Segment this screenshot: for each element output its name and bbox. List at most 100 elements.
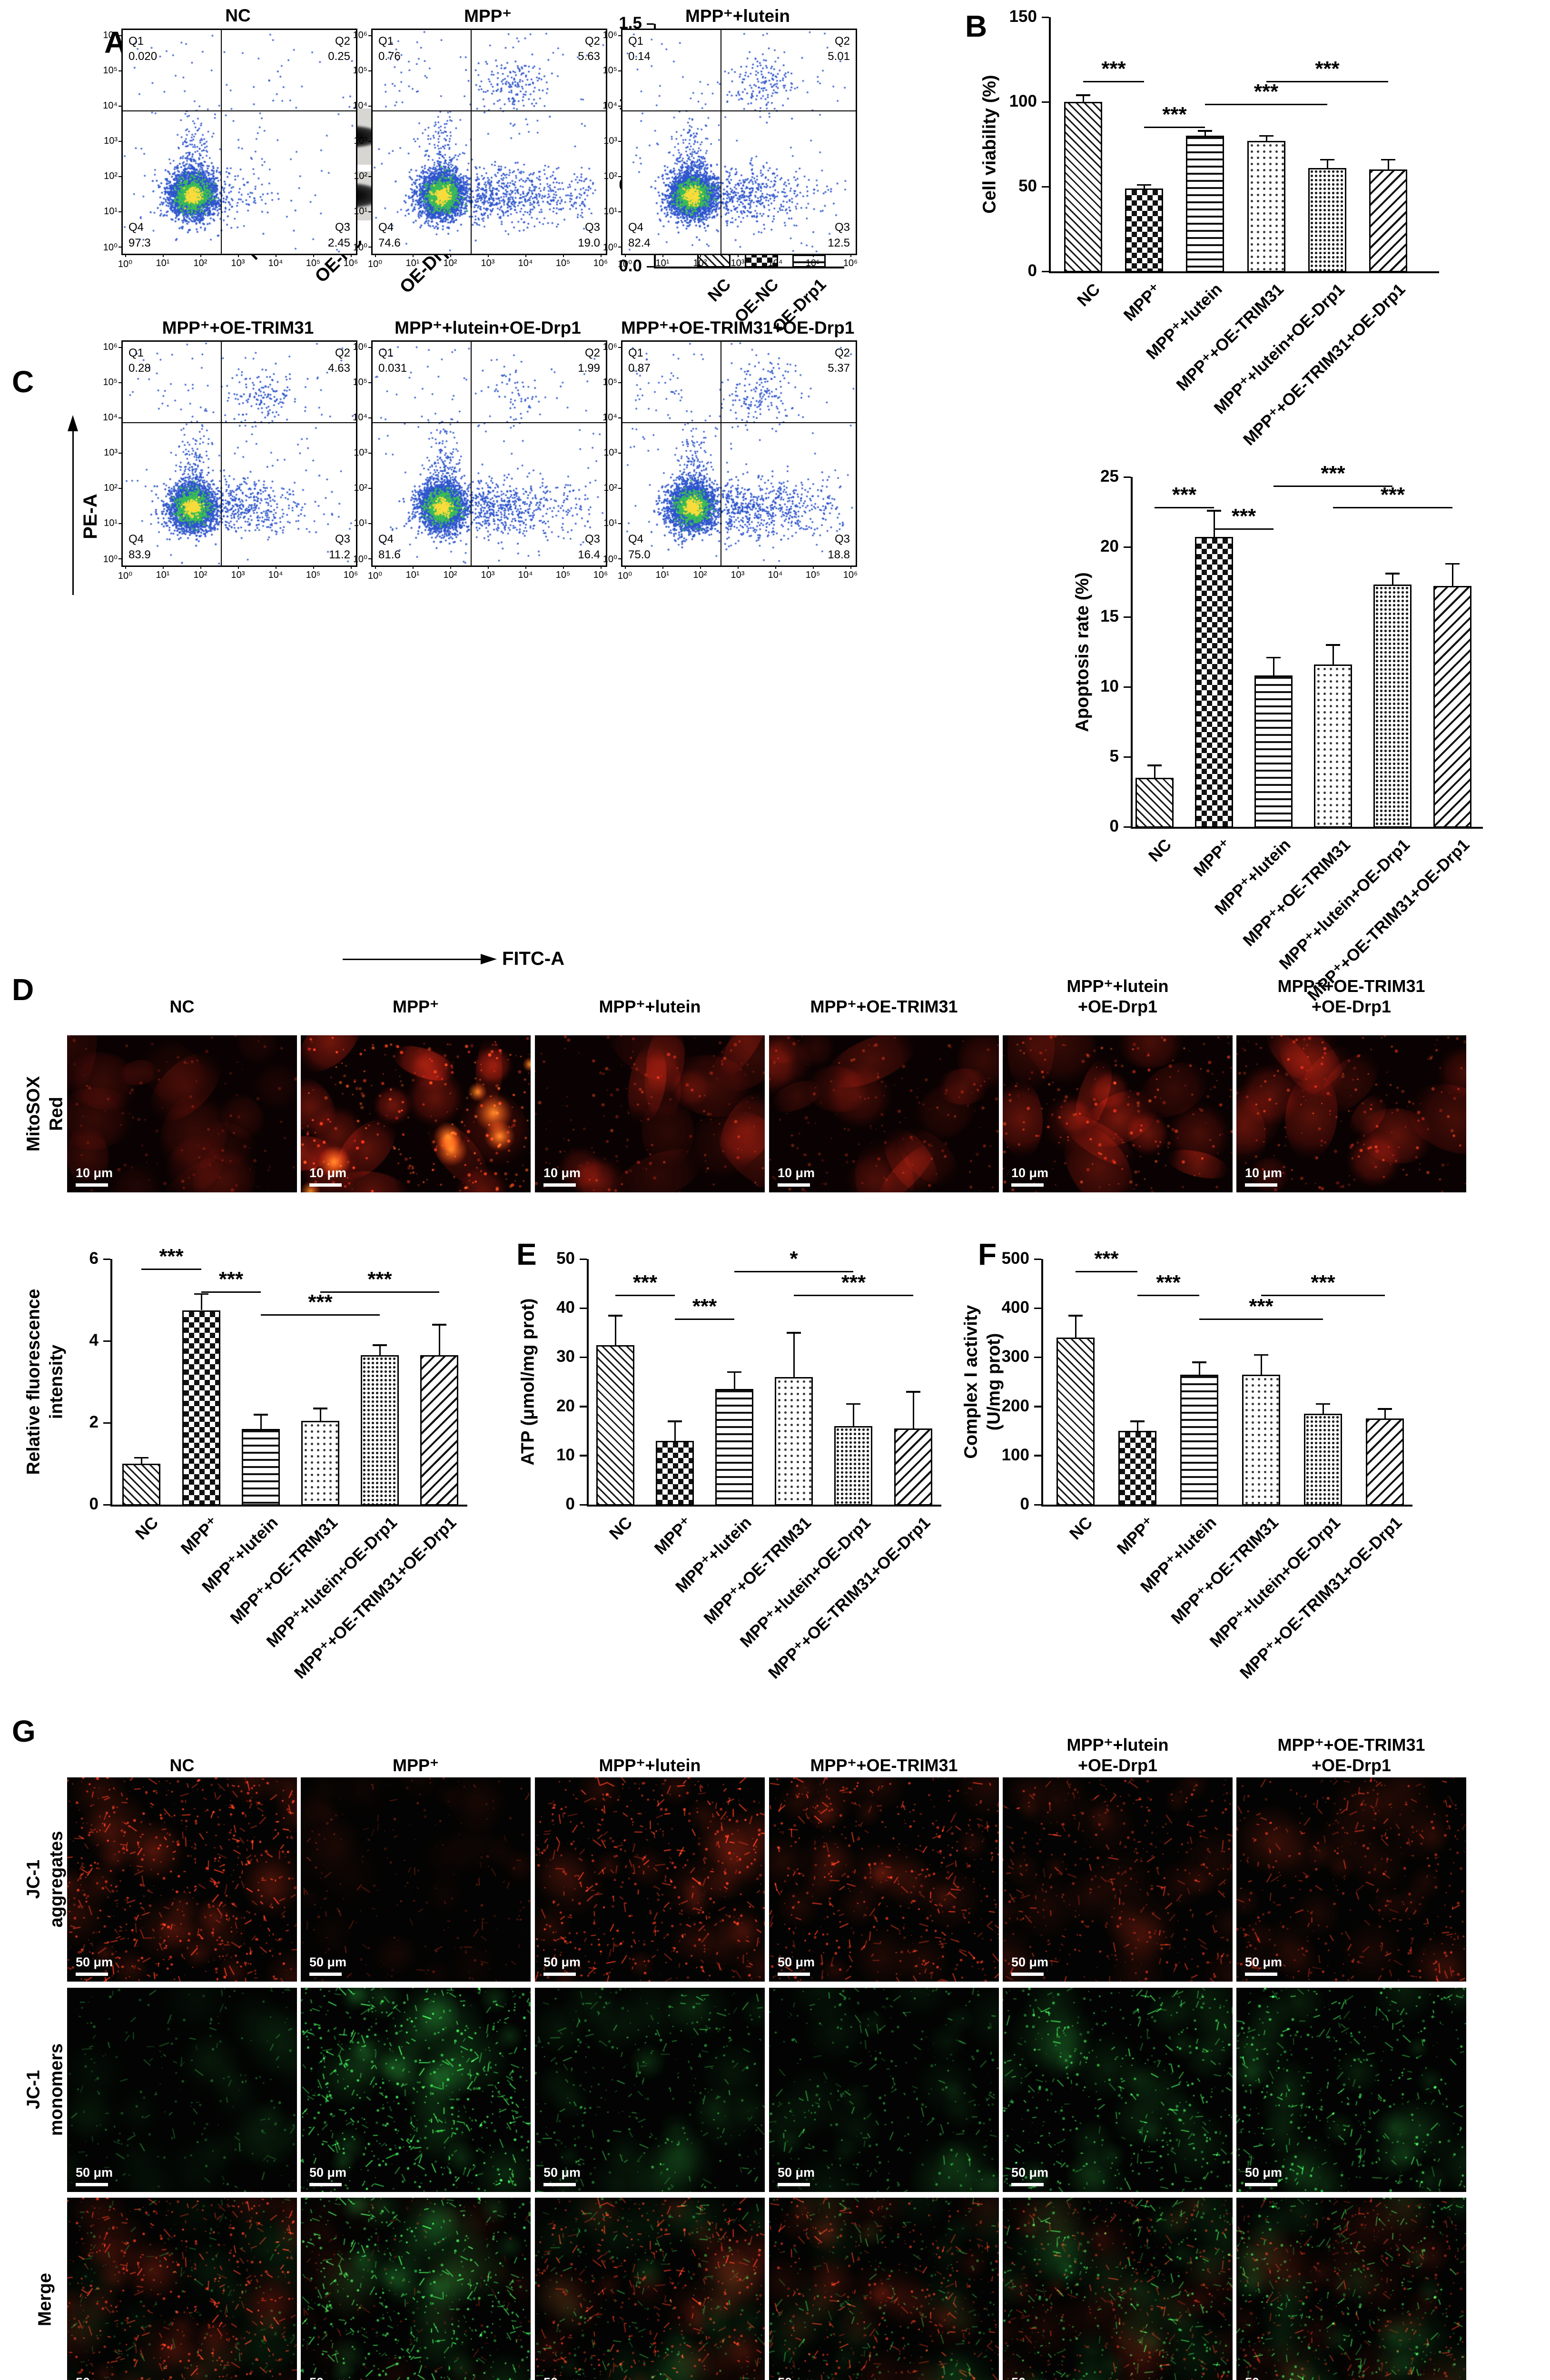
flow-x-tick — [850, 565, 851, 569]
bar — [1242, 1374, 1280, 1506]
flow-x-tick-label: 10² — [193, 258, 207, 268]
scale-bar: 50 μm — [543, 2165, 581, 2186]
error-bar-cap — [1259, 135, 1274, 137]
scale-bar-line — [1245, 1183, 1277, 1187]
chart-complex1-activity-y-axis-label: Complex I activity (U/mg prot) — [961, 1305, 1004, 1459]
error-bar — [614, 1315, 616, 1345]
flow-y-tick — [118, 176, 122, 177]
error-bar-cap — [1207, 510, 1221, 512]
scale-bar: 50 μm — [1011, 2165, 1048, 2186]
scale-bar-label: 10 μm — [543, 1166, 581, 1180]
error-bar-cap — [846, 1403, 860, 1405]
flow-y-tick-label: 10⁴ — [602, 412, 617, 423]
quadrant-q1-label: Q1 0.28 — [128, 347, 151, 375]
significance-line — [794, 1295, 913, 1296]
flow-y-tick — [118, 247, 122, 248]
flow-x-tick — [662, 565, 663, 569]
bar — [1195, 537, 1233, 828]
error-bar-cap — [1385, 573, 1400, 575]
y-tick — [103, 1504, 110, 1506]
y-tick — [103, 1340, 110, 1342]
significance-label: *** — [1172, 483, 1197, 506]
flow-y-tick — [618, 453, 622, 454]
scale-bar-label: 50 μm — [309, 2165, 347, 2180]
jc1-aggregates-micrograph-canvas — [67, 1777, 297, 1982]
y-tick-label: 2 — [89, 1413, 99, 1431]
significance-label: *** — [1101, 57, 1126, 80]
flow-y-tick-label: 10⁵ — [602, 65, 617, 76]
scale-bar-line — [309, 2183, 342, 2186]
y-tick-label: 0 — [1109, 817, 1119, 835]
y-axis — [1041, 1259, 1043, 1506]
y-tick — [1034, 1504, 1041, 1506]
y-tick-label: 150 — [1009, 7, 1037, 26]
y-tick — [1034, 1455, 1041, 1457]
y-tick — [1042, 101, 1049, 103]
scale-bar: 10 μm — [309, 1166, 346, 1187]
flow-x-tick-label: 10³ — [481, 258, 495, 268]
error-bar — [1273, 657, 1274, 676]
flow-y-tick-label: 10² — [104, 483, 118, 493]
quadrant-q2-label: Q2 1.99 — [578, 347, 600, 375]
scale-bar-line — [76, 2183, 108, 2186]
significance-label: *** — [1162, 103, 1187, 126]
y-tick-label: 15 — [1100, 607, 1119, 625]
flow-y-tick — [118, 453, 122, 454]
scale-bar: 50 μm — [76, 2165, 113, 2186]
flow-x-tick-label: 10² — [193, 570, 207, 580]
mitosox-column-header: MPP⁺+lutein +OE-Drp1 — [1066, 976, 1169, 1016]
error-bar — [793, 1332, 795, 1377]
error-bar — [733, 1372, 735, 1389]
flow-y-tick-label: 10³ — [354, 447, 367, 458]
flow-x-tick-label: 10² — [693, 258, 707, 268]
flow-y-tick-label: 10⁵ — [103, 377, 118, 387]
y-tick — [580, 1455, 587, 1457]
y-tick-label: 10 — [1100, 677, 1119, 695]
flow-x-tick — [125, 254, 126, 257]
chart-atp-y-axis-label: ATP (μmol/mg prot) — [518, 1298, 538, 1466]
y-tick-label: 200 — [1001, 1396, 1029, 1415]
scale-bar-label: 50 μm — [76, 2375, 113, 2380]
flow-x-tick-label: 10⁶ — [343, 258, 358, 268]
jc1-aggregates-image: 50 μm — [535, 1777, 765, 1982]
x-category-label: MPP⁺ — [177, 1513, 222, 1558]
y-tick-label: 20 — [1100, 537, 1119, 555]
flow-x-tick — [601, 254, 602, 257]
scale-bar: 10 μm — [1011, 1166, 1048, 1187]
flow-x-tick — [313, 565, 314, 569]
error-bar-cap — [1198, 130, 1212, 132]
mitosox-image: 10 μm — [535, 1035, 765, 1192]
flow-y-tick-label: 10³ — [104, 136, 118, 146]
bar — [1056, 1338, 1095, 1506]
y-tick — [1034, 1258, 1041, 1260]
scale-bar-label: 50 μm — [309, 2375, 346, 2380]
mitosox-image: 10 μm — [301, 1035, 531, 1192]
bar — [1247, 140, 1285, 272]
flow-scatter-canvas — [622, 342, 856, 565]
y-tick-label: 40 — [556, 1298, 575, 1317]
quadrant-q4-label: Q4 97.3 — [128, 221, 151, 249]
jc1-monomers-micrograph-canvas — [1003, 1988, 1233, 2192]
significance-line — [1076, 1271, 1137, 1272]
quadrant-q2-label: Q2 0.25 — [328, 35, 350, 63]
flow-y-tick — [618, 141, 622, 142]
significance-line — [1137, 1295, 1199, 1296]
jc1-aggregates-micrograph-canvas — [301, 1777, 531, 1982]
flow-x-tick — [775, 254, 776, 257]
scale-bar-line — [76, 1973, 108, 1976]
flow-y-tick-label: 10⁴ — [103, 100, 118, 111]
flow-x-tick-label: 10³ — [731, 570, 745, 580]
scale-bar: 50 μm — [1245, 2375, 1282, 2380]
scale-bar-line — [543, 1183, 576, 1187]
scale-bar-label: 50 μm — [1011, 2375, 1048, 2380]
flow-scatter-canvas — [123, 30, 356, 254]
y-tick-label: 20 — [556, 1396, 575, 1415]
flow-y-tick — [368, 141, 372, 142]
jc1-aggregates-image: 50 μm — [67, 1777, 297, 1982]
scale-bar: 50 μm — [1011, 1955, 1048, 1976]
flow-y-tick-label: 10⁰ — [602, 554, 617, 565]
jc1-column-header: NC — [169, 1755, 195, 1775]
flow-x-tick — [351, 254, 352, 257]
y-tick — [1124, 756, 1131, 758]
flow-y-tick-label: 10⁵ — [353, 377, 367, 387]
